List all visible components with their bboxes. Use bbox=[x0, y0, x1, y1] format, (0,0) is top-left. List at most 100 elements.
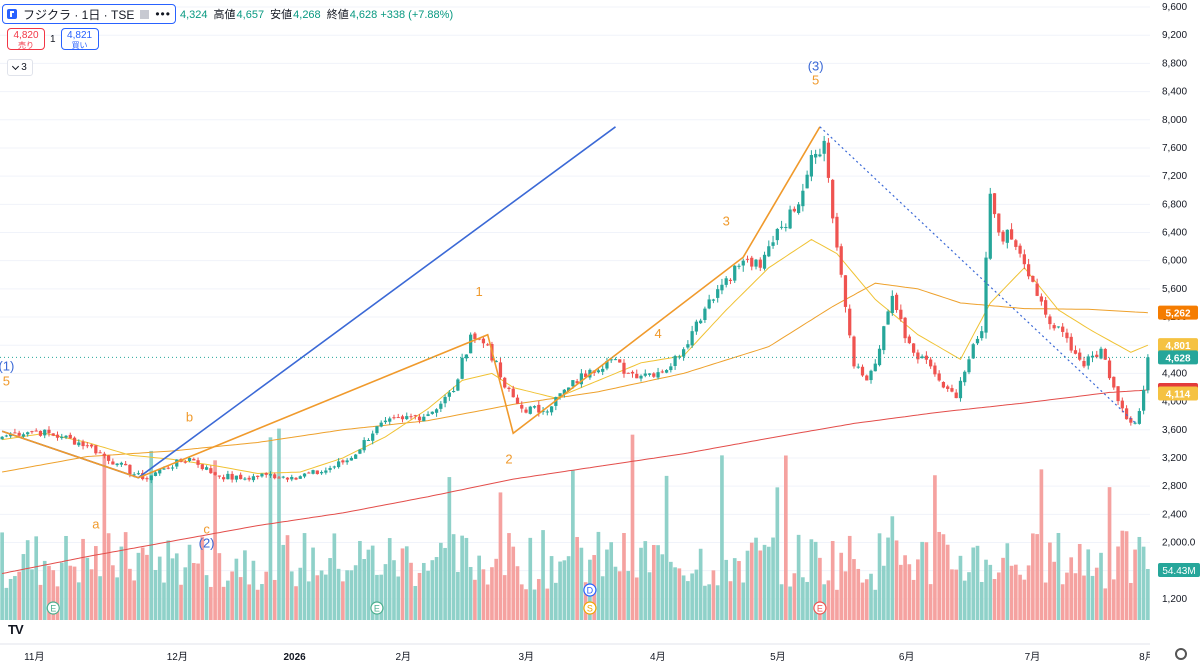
square-icon[interactable] bbox=[140, 9, 150, 19]
candle bbox=[302, 473, 307, 477]
volume-bar bbox=[950, 569, 954, 620]
grid bbox=[0, 6, 1150, 600]
candle bbox=[801, 190, 805, 207]
candle bbox=[1073, 350, 1078, 354]
volume-bar bbox=[873, 589, 878, 620]
candle bbox=[324, 470, 328, 473]
candle bbox=[98, 452, 102, 454]
volume-bar bbox=[762, 544, 767, 620]
candle bbox=[439, 403, 443, 409]
event-marker-icon[interactable] bbox=[46, 601, 60, 615]
candle bbox=[294, 477, 298, 480]
volume-bar bbox=[741, 582, 746, 620]
candle bbox=[937, 373, 941, 381]
y-axis[interactable]: 1,2001,6002,000.02,4002,8003,2003,6004,0… bbox=[1150, 0, 1200, 668]
candle bbox=[643, 373, 647, 376]
candle bbox=[860, 366, 865, 376]
event-marker-icon[interactable] bbox=[813, 601, 827, 615]
volume-bar bbox=[988, 564, 993, 620]
candle bbox=[166, 467, 170, 469]
volume-bar bbox=[4, 587, 9, 620]
x-tick-label: 6月 bbox=[899, 651, 915, 663]
ma-line-mid bbox=[2, 282, 1148, 473]
volume-bar bbox=[583, 582, 588, 620]
y-tick-label: 3,600 bbox=[1162, 425, 1187, 436]
candle bbox=[1146, 357, 1150, 391]
volume-bar bbox=[532, 589, 537, 620]
candle bbox=[119, 462, 124, 465]
candle bbox=[818, 154, 822, 157]
event-marker-icon[interactable] bbox=[583, 583, 597, 597]
volume-bar bbox=[439, 542, 443, 620]
candle bbox=[741, 260, 745, 266]
candle bbox=[260, 473, 264, 477]
candle bbox=[946, 386, 950, 389]
symbol-selector[interactable]: フジクラ · 1日 · TSE ••• bbox=[2, 4, 176, 24]
event-marker-icon[interactable] bbox=[583, 601, 597, 615]
candle bbox=[1141, 390, 1146, 411]
y-tick-label: 7,600 bbox=[1162, 143, 1187, 154]
candle bbox=[737, 265, 741, 267]
volume-bar bbox=[622, 533, 626, 620]
volume-bar bbox=[813, 541, 818, 620]
buy-price: 4,821 bbox=[67, 30, 93, 41]
volume-bar bbox=[289, 571, 294, 620]
wave-label: 3 bbox=[723, 213, 730, 228]
volume-bar bbox=[920, 541, 924, 620]
settings-icon[interactable] bbox=[1175, 648, 1187, 660]
volume-bar bbox=[830, 541, 835, 620]
candle bbox=[341, 460, 345, 463]
candle bbox=[626, 372, 630, 374]
candle bbox=[311, 470, 315, 474]
volume-bar bbox=[984, 559, 988, 620]
candle bbox=[0, 436, 4, 440]
volume-bar bbox=[1043, 582, 1048, 620]
volume-bar bbox=[554, 582, 558, 620]
volume-bar bbox=[822, 584, 826, 620]
candle bbox=[733, 265, 737, 281]
candle bbox=[852, 336, 856, 367]
candle bbox=[4, 435, 9, 437]
sell-button[interactable]: 4,820 売り bbox=[7, 28, 45, 50]
candle bbox=[681, 349, 686, 357]
price-label-box bbox=[1158, 350, 1198, 365]
candle bbox=[907, 336, 911, 344]
volume-bar bbox=[1035, 534, 1039, 620]
candle bbox=[239, 474, 243, 480]
volume-bar bbox=[1026, 565, 1031, 620]
volume-bar bbox=[362, 559, 366, 620]
volume-bar bbox=[213, 460, 217, 620]
candle bbox=[409, 416, 413, 418]
indicators-toggle[interactable]: 3 bbox=[7, 59, 33, 76]
volume-bar bbox=[204, 575, 209, 620]
candle bbox=[524, 409, 528, 413]
candle bbox=[315, 470, 319, 475]
volume-bar bbox=[89, 569, 94, 620]
candle bbox=[192, 458, 196, 461]
candle bbox=[264, 473, 268, 475]
volume-bar bbox=[200, 536, 205, 620]
volume-bar bbox=[387, 538, 392, 620]
volume-bar bbox=[400, 548, 405, 620]
candle bbox=[609, 359, 613, 361]
candle bbox=[515, 397, 520, 404]
event-marker-icon[interactable] bbox=[370, 601, 384, 615]
volume-bar bbox=[1086, 549, 1091, 620]
tradingview-logo[interactable]: TV bbox=[8, 622, 24, 637]
candle bbox=[788, 209, 792, 229]
more-icon[interactable]: ••• bbox=[155, 7, 171, 21]
volume-bar bbox=[477, 555, 481, 620]
candle bbox=[532, 406, 537, 408]
volume-bar bbox=[784, 455, 788, 620]
candle bbox=[703, 308, 707, 320]
volume-bar bbox=[179, 584, 183, 620]
volume-bar bbox=[1137, 536, 1142, 620]
volume-bar bbox=[805, 581, 809, 620]
candle bbox=[469, 334, 473, 354]
volume-bar bbox=[430, 560, 435, 620]
y-tick-label: 6,800 bbox=[1162, 199, 1187, 210]
buy-button[interactable]: 4,821 買い bbox=[60, 28, 99, 50]
volume-bar bbox=[502, 575, 507, 620]
volume-bar bbox=[1124, 531, 1129, 620]
